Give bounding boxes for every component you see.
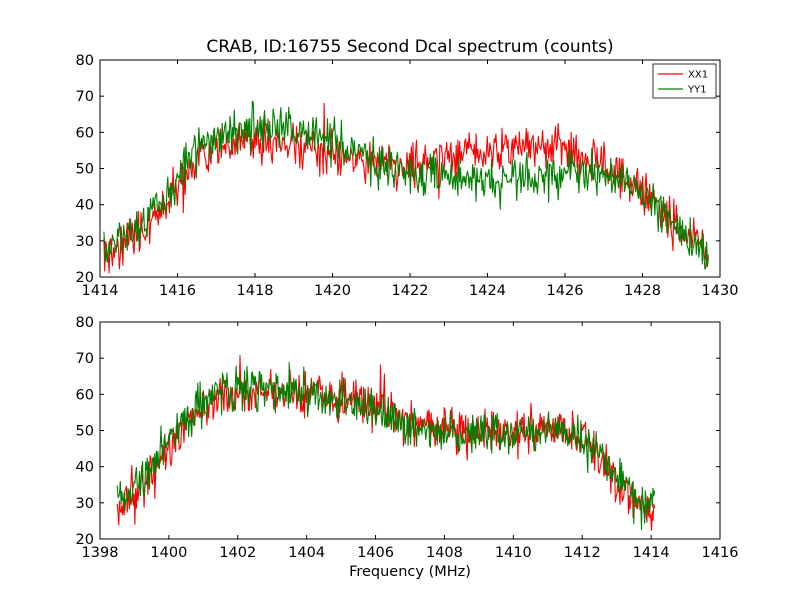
legend-box xyxy=(652,63,717,99)
y-tick-label: 30 xyxy=(76,234,94,250)
legend-label-yy1: YY1 xyxy=(687,85,707,96)
x-tick-label: 1410 xyxy=(495,545,532,561)
series-line-yy1-panel-1 xyxy=(103,100,709,270)
y-tick-label: 80 xyxy=(76,315,94,331)
x-tick-label: 1424 xyxy=(469,283,506,299)
y-tick-label: 80 xyxy=(76,53,94,69)
x-tick-label: 1408 xyxy=(426,545,463,561)
series-line-xx1-panel-1 xyxy=(103,102,709,274)
y-tick-label: 40 xyxy=(76,460,94,476)
x-tick-label: 1430 xyxy=(702,283,739,299)
y-tick-label: 70 xyxy=(76,89,94,105)
x-tick-label: 1412 xyxy=(564,545,601,561)
series-line-yy1-panel-2 xyxy=(116,361,656,531)
x-tick-label: 1416 xyxy=(159,283,196,299)
x-tick-label: 1400 xyxy=(150,545,187,561)
x-tick-label: 1426 xyxy=(547,283,584,299)
x-tick-label: 1420 xyxy=(314,283,351,299)
x-tick-label: 1402 xyxy=(219,545,256,561)
x-tick-label: 1414 xyxy=(82,283,119,299)
x-tick-label: 1404 xyxy=(288,545,325,561)
x-axis-label: Frequency (MHz) xyxy=(349,564,471,580)
x-tick-label: 1406 xyxy=(357,545,394,561)
x-tick-label: 1422 xyxy=(392,283,429,299)
x-tick-label: 1416 xyxy=(702,545,739,561)
x-tick-label: 1414 xyxy=(633,545,670,561)
x-tick-label: 1418 xyxy=(237,283,274,299)
y-tick-label: 20 xyxy=(76,270,94,286)
y-tick-label: 40 xyxy=(76,198,94,214)
y-tick-label: 50 xyxy=(76,162,94,178)
chart-title: CRAB, ID:16755 Second Dcal spectrum (cou… xyxy=(206,37,613,57)
y-tick-label: 50 xyxy=(76,424,94,440)
y-tick-label: 70 xyxy=(76,351,94,367)
y-tick-label: 30 xyxy=(76,496,94,512)
y-tick-label: 60 xyxy=(76,125,94,141)
series-line-xx1-panel-2 xyxy=(116,354,656,531)
y-tick-label: 20 xyxy=(76,532,94,548)
y-tick-label: 60 xyxy=(76,387,94,403)
x-tick-label: 1428 xyxy=(624,283,661,299)
legend-label-xx1: XX1 xyxy=(688,70,708,81)
x-tick-label: 1398 xyxy=(82,545,119,561)
